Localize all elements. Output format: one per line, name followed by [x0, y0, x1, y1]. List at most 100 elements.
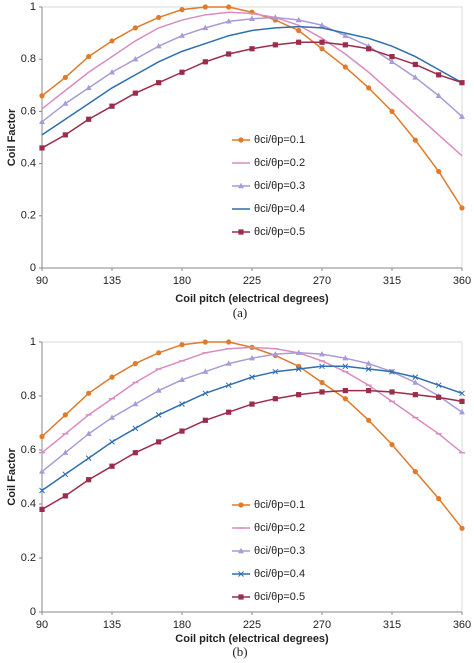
- data-point: [226, 4, 232, 10]
- caption: (b): [232, 644, 247, 659]
- legend-marker: [238, 571, 244, 577]
- data-point: [179, 342, 185, 348]
- data-point: [225, 382, 232, 389]
- data-point: [342, 32, 349, 38]
- data-point: [272, 42, 278, 48]
- data-point: [366, 388, 372, 394]
- data-point: [249, 374, 255, 380]
- legend-label: θci/θp=0.1: [254, 499, 305, 511]
- series-line: [41, 6, 463, 209]
- x-tick-label: 270: [313, 619, 331, 631]
- data-point: [132, 450, 138, 456]
- chart: 0 0.2 0.4 0.6 0.8 1 90 135 180 225 270 315 360 Coil p…: [6, 1, 471, 320]
- data-point: [202, 390, 209, 397]
- data-point: [39, 506, 45, 512]
- y-tick-label: 0.6: [21, 444, 36, 456]
- legend-marker: [238, 182, 244, 189]
- series-line: [41, 25, 463, 136]
- data-point: [85, 430, 92, 436]
- x-tick-label: 360: [453, 275, 471, 287]
- data-point: [319, 22, 325, 28]
- data-point: [85, 455, 92, 461]
- data-point: [155, 42, 162, 49]
- data-point: [155, 387, 162, 393]
- legend-label: θci/θp=0.4: [254, 568, 305, 580]
- data-point: [179, 32, 185, 38]
- data-point: [296, 27, 302, 34]
- data-point: [225, 18, 232, 24]
- data-point: [389, 58, 395, 65]
- data-point: [319, 379, 325, 386]
- data-point: [295, 16, 302, 23]
- data-point: [109, 103, 115, 109]
- data-point: [319, 363, 325, 370]
- x-tick-label: 360: [453, 619, 471, 631]
- data-point: [412, 392, 418, 398]
- data-point: [366, 46, 372, 52]
- data-point: [342, 355, 349, 361]
- data-point: [412, 374, 419, 380]
- data-point: [109, 414, 115, 420]
- legend-label: θci/θp=0.2: [254, 522, 305, 534]
- data-point: [62, 449, 69, 455]
- x-tick-label: 180: [173, 619, 191, 631]
- data-point: [295, 349, 302, 355]
- data-point: [132, 400, 139, 407]
- data-point: [39, 93, 45, 99]
- data-point: [342, 42, 348, 48]
- data-point: [179, 7, 185, 13]
- data-point: [389, 442, 395, 448]
- data-point: [342, 64, 348, 70]
- data-point: [39, 487, 45, 494]
- data-point: [179, 428, 185, 434]
- data-point: [412, 61, 418, 68]
- x-tick-label: 315: [383, 619, 401, 631]
- y-tick-label: 0.6: [21, 105, 36, 117]
- legend-marker: [238, 137, 244, 143]
- data-point: [459, 409, 465, 415]
- series-line: [41, 365, 463, 492]
- data-point: [202, 4, 208, 10]
- data-point: [436, 72, 442, 78]
- y-axis-title: Coil Factor: [6, 448, 18, 506]
- data-point: [202, 368, 209, 374]
- data-point: [296, 392, 302, 398]
- data-point: [365, 366, 372, 372]
- data-point: [86, 53, 92, 60]
- data-point: [342, 396, 348, 402]
- x-tick-label: 225: [243, 619, 261, 631]
- x-tick-label: 90: [36, 275, 48, 287]
- data-point: [342, 363, 349, 370]
- y-tick-label: 0.8: [21, 390, 36, 402]
- caption: (a): [233, 305, 247, 320]
- data-point: [436, 394, 442, 400]
- x-tick-label: 135: [103, 275, 121, 287]
- x-tick-label: 270: [313, 275, 331, 287]
- data-point: [389, 389, 395, 395]
- data-point: [295, 366, 302, 372]
- y-tick-label: 0: [30, 262, 36, 274]
- data-point: [459, 205, 465, 211]
- data-point: [202, 59, 208, 65]
- data-point: [202, 417, 208, 423]
- legend-label: θci/θp=0.5: [254, 591, 305, 603]
- data-point: [109, 38, 115, 44]
- data-point: [86, 477, 92, 483]
- data-point: [85, 84, 92, 91]
- data-point: [435, 382, 442, 389]
- x-tick-label: 90: [36, 619, 48, 631]
- series-line: [41, 16, 463, 123]
- data-point: [366, 417, 372, 423]
- legend-label: θci/θp=0.5: [254, 226, 305, 238]
- data-point: [156, 350, 162, 356]
- data-point: [202, 24, 209, 31]
- data-point: [179, 376, 185, 382]
- data-point: [249, 355, 255, 361]
- data-point: [179, 69, 185, 75]
- y-tick-label: 0.2: [21, 210, 36, 222]
- data-point: [412, 137, 418, 143]
- data-point: [249, 15, 255, 21]
- data-point: [86, 390, 92, 396]
- data-point: [156, 14, 162, 21]
